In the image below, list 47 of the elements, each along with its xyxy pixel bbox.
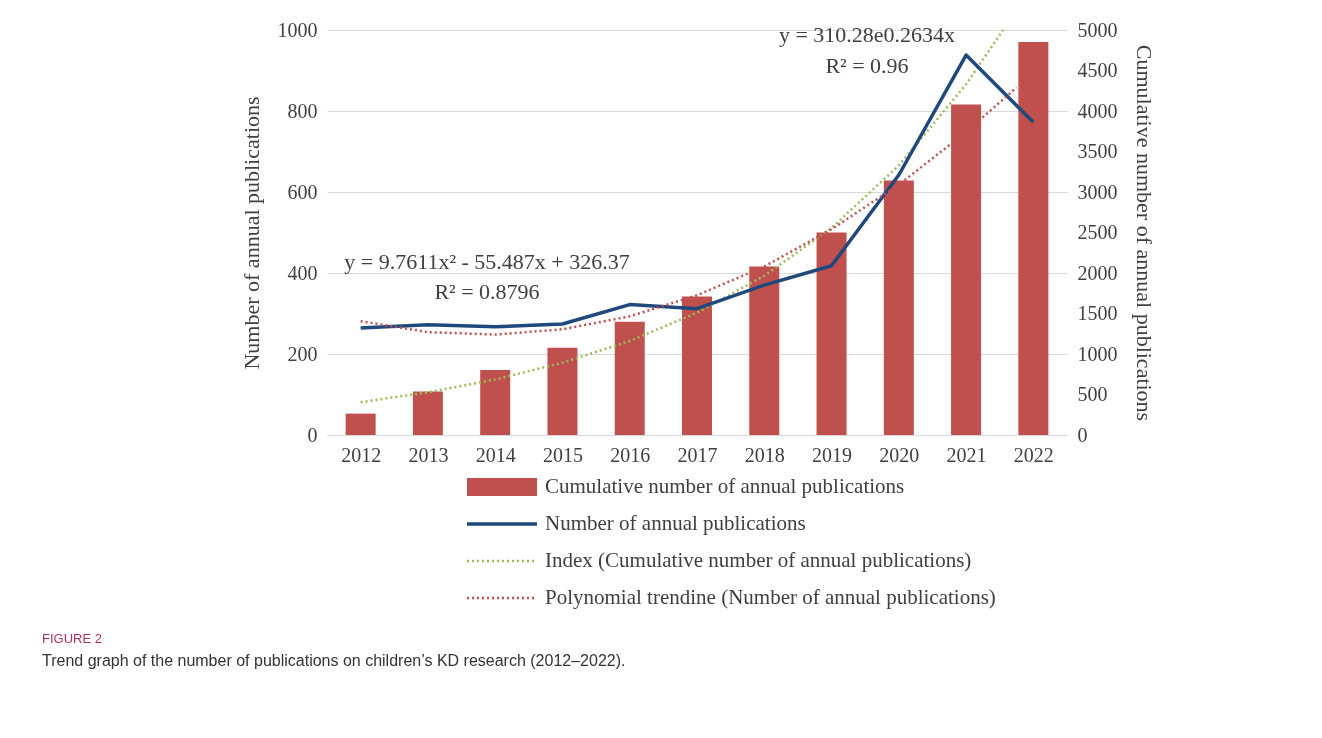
legend-label: Polynomial trendine (Number of annual publications) (545, 585, 996, 609)
y2-tick-label: 2500 (1077, 221, 1118, 243)
legend-label: Index (Cumulative number of annual publications) (545, 548, 972, 572)
bar (480, 369, 511, 435)
y2-tick-label: 5000 (1077, 18, 1118, 41)
y2-tick-label: 1500 (1077, 302, 1118, 324)
y-tick-label: 400 (287, 261, 318, 284)
y2-tick-label: 500 (1077, 383, 1108, 405)
x-tick-label: 2012 (341, 443, 382, 466)
annotation: y = 310.28e0.2634x (778, 22, 956, 47)
y-tick-label: 1000 (277, 18, 318, 41)
x-tick-label: 2021 (946, 443, 987, 466)
bar (614, 321, 645, 435)
bar (412, 391, 443, 435)
y2-axis-title: Cumulative number of annual publications (1131, 44, 1157, 422)
x-tick-label: 2016 (610, 443, 651, 466)
line-series (358, 53, 1036, 330)
y2-tick-label: 1000 (1077, 342, 1118, 365)
bar (345, 413, 376, 435)
y2-tick-label: 4000 (1077, 99, 1118, 122)
caption: FIGURE 2 (42, 631, 102, 646)
y2-tick-label: 3500 (1077, 140, 1118, 162)
y-tick-label: 0 (307, 423, 318, 446)
bar (547, 347, 578, 435)
x-tick-label: 2019 (812, 443, 853, 466)
y2-tick-label: 3000 (1077, 180, 1118, 203)
text: Trend graph of the number of publications on children’s KD research (2012–2022). (42, 652, 626, 669)
x-tick-label: 2020 (879, 443, 920, 466)
x-tick-label: 2014 (475, 443, 516, 466)
x-tick-label: 2017 (677, 443, 718, 466)
y2-tick-label: 0 (1077, 423, 1088, 446)
x-tick-label: 2022 (1013, 443, 1054, 466)
annotation: R² = 0.8796 (434, 279, 540, 304)
x-tick-label: 2018 (744, 443, 785, 466)
line-series (359, 28, 1005, 404)
y-tick-label: 200 (287, 342, 318, 365)
x-tick-label: 2015 (542, 443, 583, 466)
legend-label: Number of annual publications (545, 511, 806, 535)
annotation: y = 9.7611x² - 55.487x + 326.37 (344, 249, 630, 274)
x-tick-label: 2013 (408, 443, 449, 466)
y-tick-label: 800 (287, 99, 318, 122)
y2-tick-label: 2000 (1077, 261, 1118, 284)
annotation: R² = 0.96 (825, 53, 909, 78)
legend-label: Cumulative number of annual publications (545, 474, 905, 498)
y2-tick-label: 4500 (1077, 59, 1118, 81)
y-axis-title: Number of annual publications (238, 96, 264, 370)
y-tick-label: 600 (287, 180, 318, 203)
